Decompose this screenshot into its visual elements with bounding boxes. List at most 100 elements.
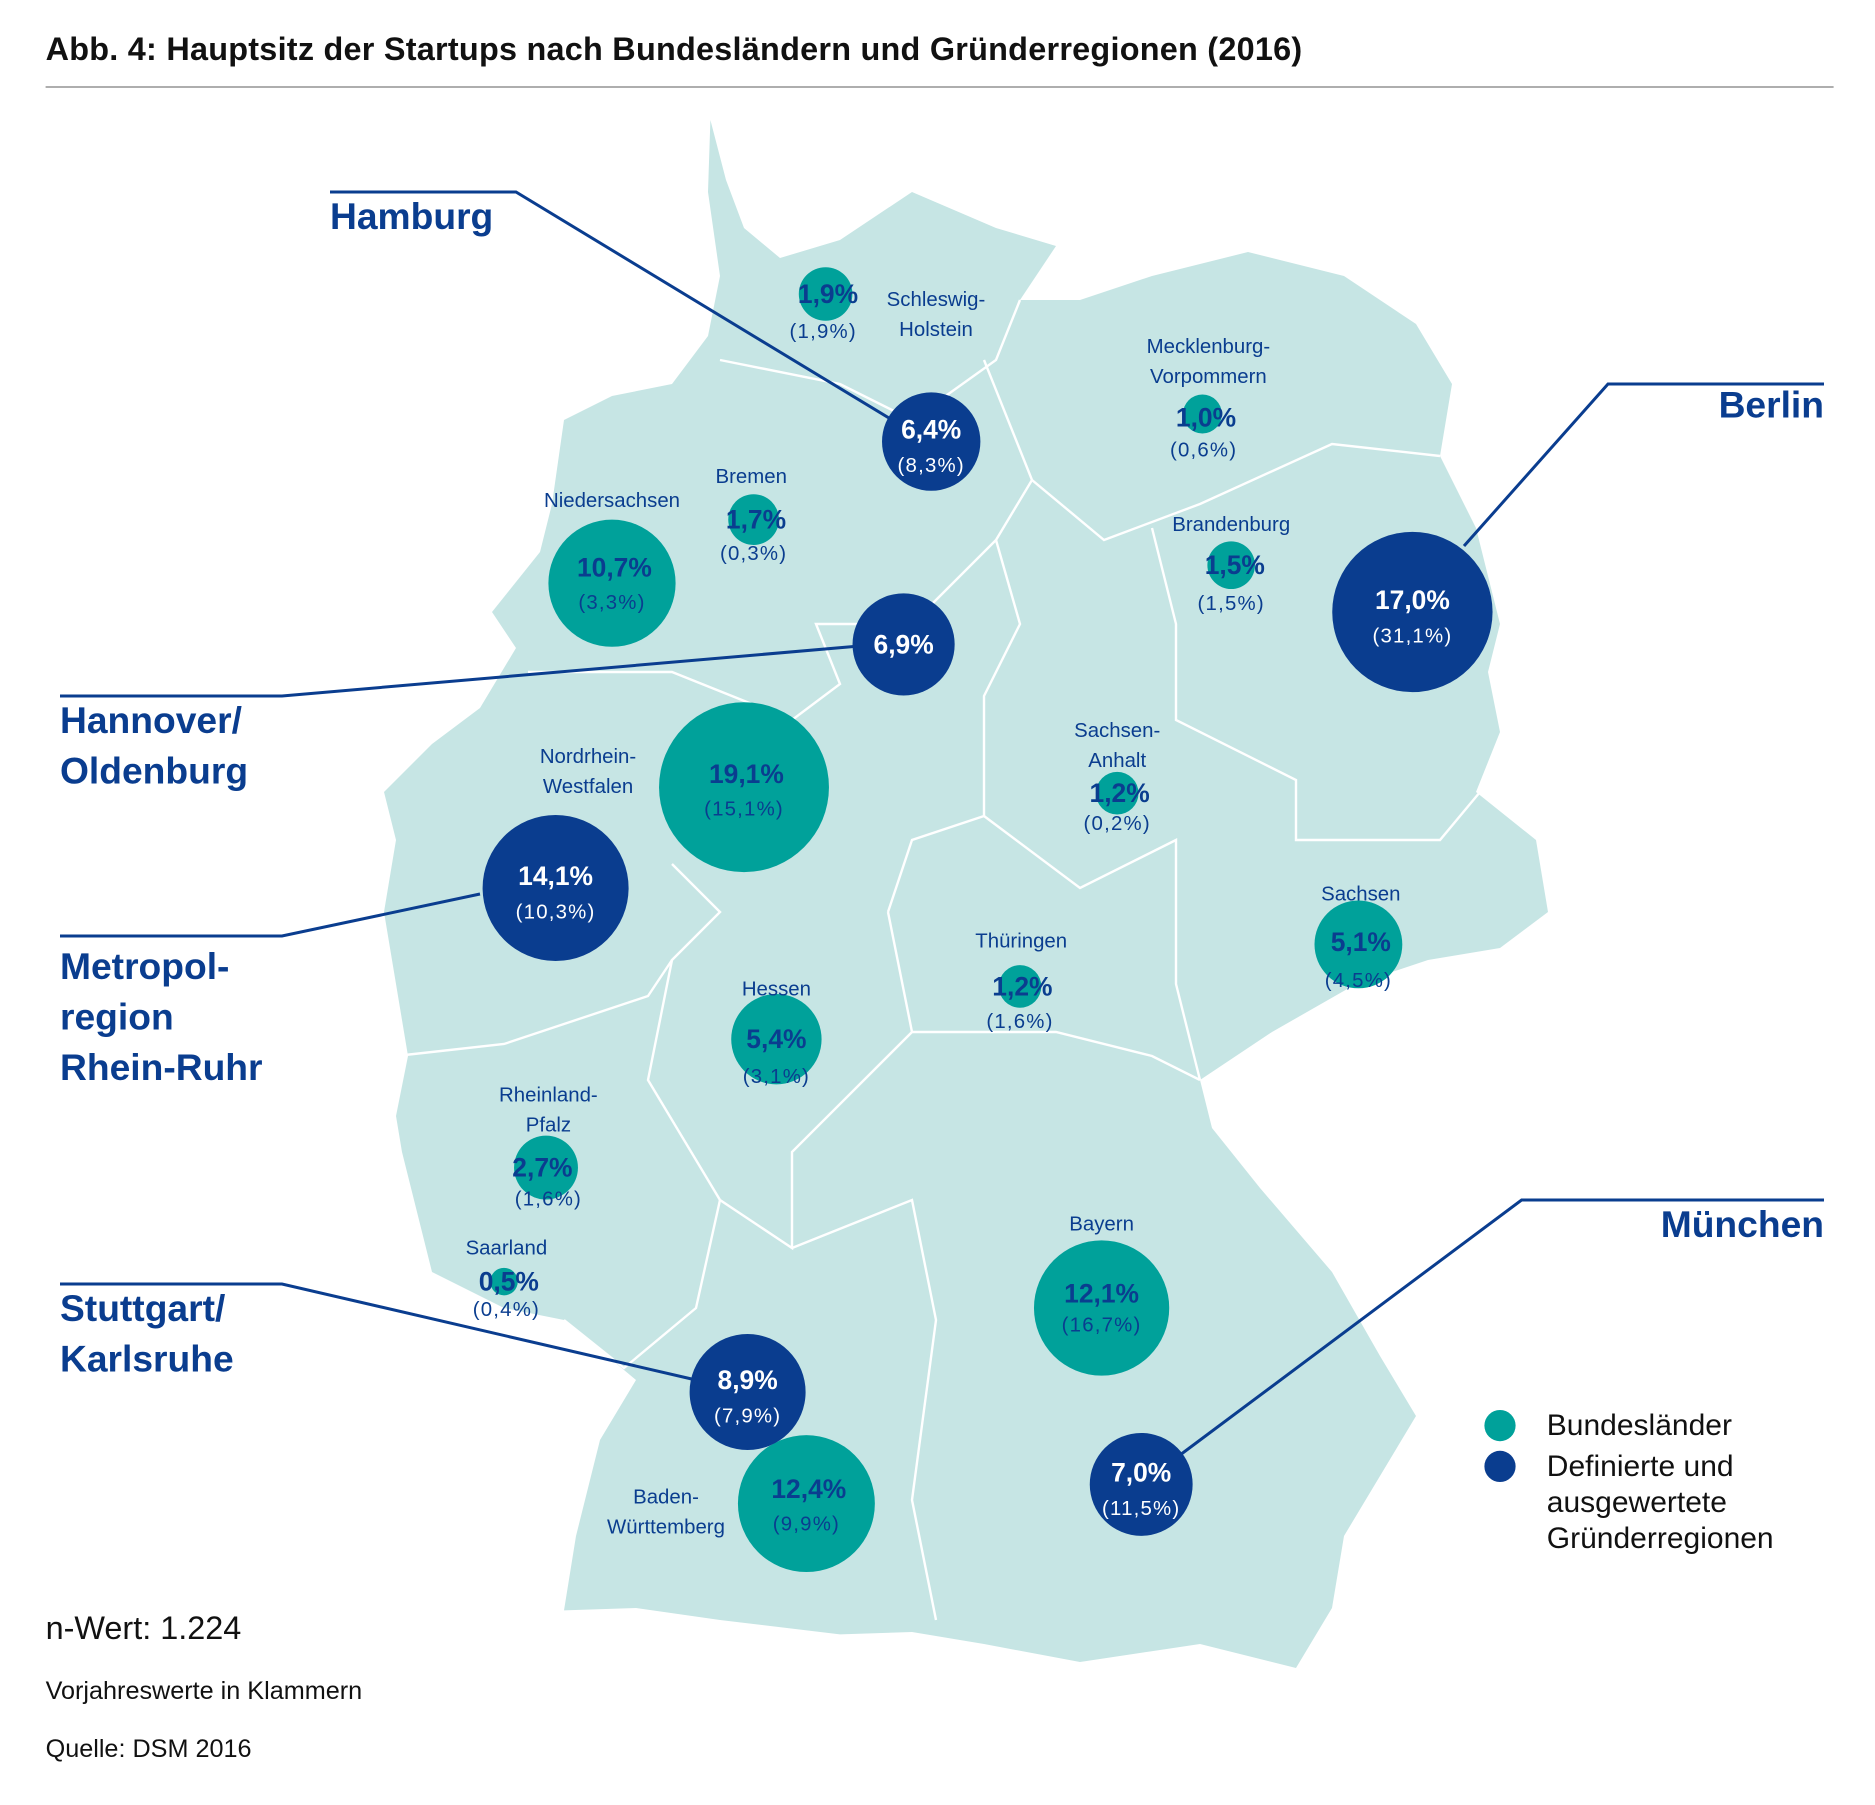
state-value: 1,5% (1204, 550, 1265, 581)
state-name: Brandenburg (1172, 513, 1291, 536)
region-prev-value: (7,9%) (713, 1404, 782, 1428)
state-prev-value: (0,4%) (472, 1297, 541, 1321)
leader-line (60, 644, 865, 698)
state-name: Sachsen (1321, 882, 1401, 906)
title-divider (45, 86, 1834, 88)
region-prev-value: (11,5%) (1102, 1497, 1181, 1520)
germany-outline (384, 120, 1549, 1669)
bubble-region (1332, 531, 1493, 693)
leader-line (1175, 1198, 1825, 1460)
bubble-bundesland (1095, 771, 1139, 815)
region-name: München (1660, 1203, 1825, 1246)
state-name: Schleswig- Holstein (886, 288, 986, 341)
bubble-bundesland (548, 519, 676, 647)
region-value: 8,9% (717, 1365, 778, 1395)
state-value: 1,7% (725, 504, 787, 535)
leader-lines (60, 190, 1825, 1460)
leader-line (60, 1282, 697, 1382)
region-name: Hamburg (330, 195, 494, 238)
state-prev-value: (0,2%) (1083, 811, 1151, 835)
bubble-region (882, 392, 981, 491)
state-name: Mecklenburg- Vorpommern (1146, 334, 1271, 388)
state-value: 1,0% (1175, 402, 1237, 433)
state-prev-value: (1,6%) (986, 1009, 1054, 1033)
state-name: Nordrhein- Westfalen (539, 745, 637, 799)
state-name: Baden- Württemberg (607, 1485, 725, 1539)
state-value: 2,7% (512, 1152, 573, 1183)
state-prev-value: (1,5%) (1197, 592, 1265, 615)
bubble-region (482, 815, 629, 961)
state-prev-value: (3,3%) (578, 591, 646, 614)
state-prev-value: (3,1%) (742, 1065, 811, 1088)
region-value: 6,9% (873, 629, 934, 660)
state-prev-value: (15,1%) (704, 797, 784, 821)
state-name: Niedersachsen (543, 489, 681, 512)
bubble-bundesland (998, 965, 1042, 1008)
region-value: 17,0% (1374, 585, 1450, 615)
state-prev-value: (4,5%) (1324, 969, 1393, 992)
state-prev-value: (1,6%) (514, 1187, 583, 1211)
teal-dot-icon (1484, 1410, 1516, 1442)
bubble-bundesland (490, 1267, 518, 1296)
state-name: Thüringen (975, 929, 1068, 953)
state-prev-value: (16,7%) (1061, 1313, 1142, 1337)
region-value: 6,4% (901, 414, 962, 445)
state-value: 1,9% (797, 279, 859, 309)
bubble-bundesland (1033, 1240, 1170, 1376)
region-prev-value: (31,1%) (1372, 624, 1453, 648)
bubble-bundesland (798, 267, 853, 321)
n-value: n-Wert: 1.224 (45, 1610, 242, 1647)
legend-label: Definierte und ausgewertete Gründerregio… (1546, 1449, 1774, 1556)
state-name: Saarland (465, 1236, 548, 1260)
state-value: 19,1% (708, 759, 784, 790)
bubble-region (852, 593, 955, 696)
state-name: Bremen (715, 465, 787, 488)
region-name: Stuttgart/ Karlsruhe (60, 1287, 234, 1380)
legend-item-bundeslaender: Bundesländer (1484, 1408, 1773, 1444)
state-name: Rheinland- Pfalz (499, 1083, 598, 1137)
state-value: 1,2% (992, 971, 1053, 1002)
state-prev-value: (0,6%) (1169, 438, 1238, 462)
region-value: 14,1% (518, 861, 594, 892)
bubbles (482, 267, 1493, 1573)
region-value: 7,0% (1111, 1457, 1172, 1488)
bubble-bundesland (1207, 541, 1256, 590)
region-prev-value: (8,3%) (897, 454, 965, 478)
bubble-region (1089, 1432, 1193, 1536)
state-value: 5,1% (1330, 927, 1391, 958)
region-name: Metropol- region Rhein-Ruhr (60, 945, 263, 1089)
footnote: Vorjahreswerte in Klammern (45, 1677, 363, 1706)
region-name: Hannover/ Oldenburg (60, 699, 249, 793)
bubble-bundesland (1314, 900, 1403, 989)
state-value: 10,7% (576, 552, 652, 583)
state-name: Sachsen- Anhalt (1074, 718, 1161, 772)
state-prev-value: (9,9%) (772, 1512, 841, 1536)
state-value: 0,5% (478, 1266, 539, 1297)
state-name: Bayern (1069, 1212, 1134, 1236)
bubble-bundesland (514, 1135, 578, 1200)
bubble-bundesland (737, 1435, 875, 1573)
region-prev-value: (10,3%) (515, 900, 596, 924)
state-prev-value: (1,9%) (789, 319, 857, 343)
figure-title: Abb. 4: Hauptsitz der Startups nach Bund… (45, 31, 1303, 68)
region-name: Berlin (1718, 384, 1825, 427)
legend-label: Bundesländer (1546, 1408, 1732, 1443)
state-name: Hessen (741, 977, 811, 1001)
bubble-region (689, 1334, 806, 1450)
leader-line (60, 892, 481, 938)
bubble-bundesland (728, 494, 779, 545)
state-prev-value: (0,3%) (719, 541, 788, 565)
state-value: 1,2% (1089, 778, 1150, 809)
legend: Bundesländer Definierte und ausgewertete… (1484, 1408, 1774, 1562)
leader-line (1462, 382, 1825, 547)
state-value: 12,1% (1064, 1278, 1140, 1309)
source: Quelle: DSM 2016 (45, 1735, 252, 1763)
bubble-bundesland (659, 702, 829, 873)
bubble-bundesland (1182, 394, 1222, 434)
state-value: 12,4% (771, 1474, 847, 1505)
leader-line (330, 190, 913, 434)
state-value: 5,4% (746, 1024, 807, 1055)
bubble-bundesland (731, 994, 822, 1085)
